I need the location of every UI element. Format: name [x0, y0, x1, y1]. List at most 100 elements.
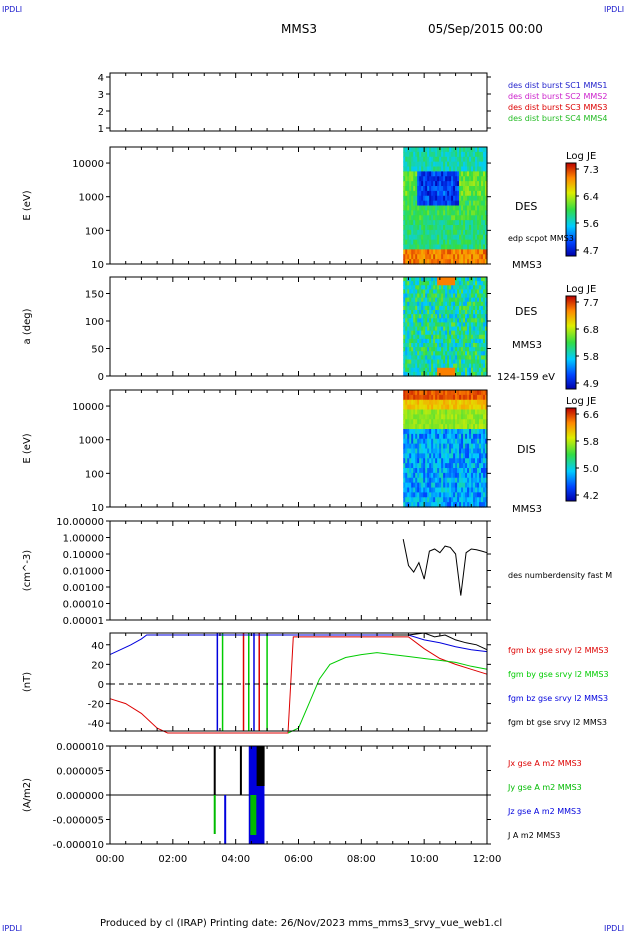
des-energy-cell [447, 171, 450, 177]
des-pitch-cell [477, 277, 480, 282]
dis-energy-cell [425, 414, 428, 420]
dis-energy-cell [483, 390, 486, 396]
dis-energy-cell [437, 482, 440, 489]
des-energy-cell [449, 229, 452, 236]
des-energy-cell [413, 171, 416, 177]
dis-energy-cell [439, 502, 442, 508]
des-pitch-cell [485, 338, 488, 344]
des-pitch-cell [435, 310, 438, 315]
des-energy-cell [447, 176, 450, 182]
des-energy-cell [461, 210, 464, 216]
dis-energy-cell [417, 443, 420, 450]
des-pitch-cell [467, 334, 470, 340]
des-energy-cell [477, 244, 480, 250]
dis-energy-cell [481, 463, 484, 469]
des-pitch-cell [459, 289, 462, 295]
dis-energy-cell [479, 463, 482, 469]
des-energy-cell [413, 166, 416, 172]
des-energy-cell [475, 210, 478, 216]
density-series-line [402, 539, 488, 596]
des-energy-cell [429, 259, 432, 265]
des-pitch-cell [415, 281, 418, 286]
des-energy-ytick-label: 10 [91, 260, 104, 271]
des-pitch-cell [435, 289, 438, 295]
des-energy-cell [417, 166, 420, 172]
des-energy-cell [415, 244, 418, 250]
des-energy-cell [461, 229, 464, 236]
des-pitch-cell [455, 359, 458, 365]
des-pitch-cell [437, 322, 440, 328]
des-pitch-cell [481, 330, 484, 336]
des-pitch-cell [447, 355, 450, 361]
des-pitch-cell [445, 359, 448, 365]
des-energy-cell [481, 229, 484, 236]
des-energy-cell [439, 239, 442, 246]
des-energy-cell [407, 195, 410, 202]
dis-energy-cell [433, 453, 436, 459]
des-pitch-cell [455, 277, 458, 282]
des-pitch-cell [485, 301, 488, 307]
des-energy-cell [479, 225, 482, 231]
current-ytick-label: 0.000005 [56, 767, 104, 778]
des-pitch-cell [459, 297, 462, 303]
des-pitch-cell [441, 305, 444, 311]
des-energy-cell [463, 156, 466, 163]
des-energy-cell [455, 225, 458, 231]
des-pitch-cell [431, 281, 434, 286]
des-pitch-cell [405, 343, 408, 348]
des-pitch-cell [433, 330, 436, 336]
dis-energy-cell [407, 414, 410, 420]
dis-energy-cell [423, 438, 426, 445]
des-energy-cell [423, 244, 426, 250]
dis-energy-cell [453, 448, 456, 454]
des-energy-cell [485, 210, 488, 216]
des-pitch-cell [485, 347, 488, 352]
dis-energy-cell [405, 390, 408, 396]
dis-energy-cell [473, 443, 476, 450]
des-energy-cell [433, 205, 436, 211]
dis-energy-cell [419, 458, 422, 464]
des-energy-cell [479, 200, 482, 207]
dis-energy-cell [425, 453, 428, 459]
des-pitch-cell [407, 310, 410, 315]
des-pitch-cell [435, 318, 438, 323]
footer-credit: Produced by cl (IRAP) Printing date: 26/… [100, 918, 503, 929]
des-energy-cell [447, 259, 450, 265]
dis-energy-cell [477, 438, 480, 445]
des-pitch-cell [439, 310, 442, 315]
des-energy-cell [413, 254, 416, 260]
dis-energy-cell [437, 438, 440, 445]
des-pitch-cell [455, 322, 458, 328]
dis-energy-cell [443, 438, 446, 445]
des-pitch-cell [411, 351, 414, 356]
availability-ytick-label: 1 [98, 124, 104, 135]
des-energy-cell [425, 166, 428, 172]
des-pitch-cell [403, 347, 406, 352]
des-pitch-cell [443, 293, 446, 299]
des-energy-cell [469, 229, 472, 236]
des-pitch-cell [465, 326, 468, 332]
des-energy-cell [435, 190, 438, 197]
des-energy-cell [447, 195, 450, 202]
des-energy-cell [427, 249, 430, 255]
des-energy-cell [447, 186, 450, 192]
des-energy-cell [407, 156, 410, 163]
des-energy-cell [403, 166, 406, 172]
dis-energy-cell [469, 394, 472, 401]
des-pitch-cell [435, 277, 438, 282]
dis-energy-cell [423, 453, 426, 459]
des-energy-cell [473, 176, 476, 182]
des-pitch-cell [437, 330, 440, 336]
des-pitch-cell [429, 285, 432, 290]
dis-energy-cell [485, 404, 488, 411]
dis-energy-cell [421, 487, 424, 493]
des-energy-cell [469, 244, 472, 250]
dis-energy-cell [437, 502, 440, 508]
des-pitch-cell [467, 359, 470, 365]
des-pitch-cell [453, 330, 456, 336]
des-pitch-cell [449, 338, 452, 344]
des-pitch-cell [441, 322, 444, 328]
dis-energy-cell [425, 443, 428, 450]
des-pitch-cell [429, 347, 432, 352]
des-pitch-cell [435, 281, 438, 286]
